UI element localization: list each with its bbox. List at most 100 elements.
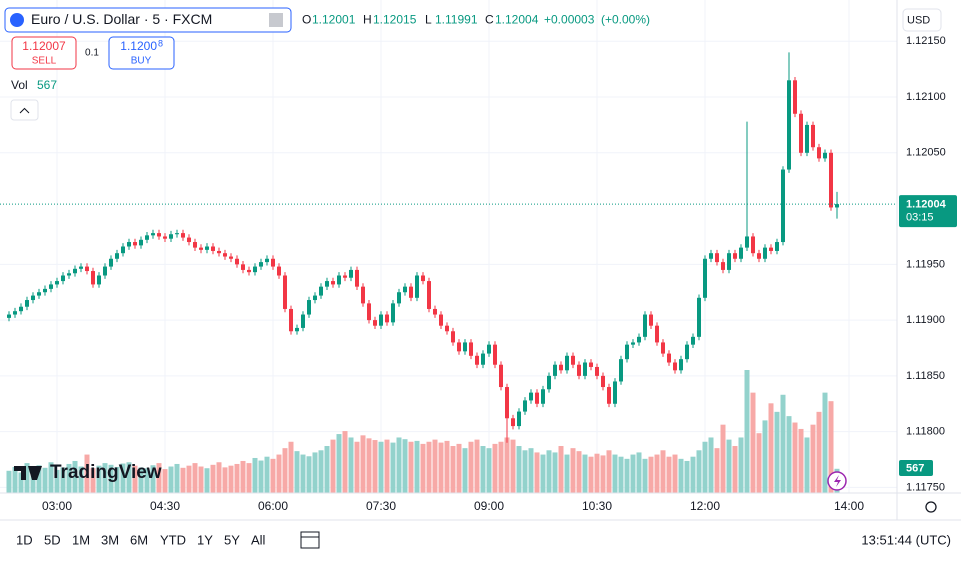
settings-icon[interactable]: [925, 501, 937, 513]
volume-bar: [324, 446, 330, 493]
ohlc-value: 1.12004: [495, 13, 539, 27]
volume-bar: [516, 446, 522, 493]
last-price-box: [899, 195, 957, 228]
logo-mark: [14, 466, 42, 480]
range-button[interactable]: 1Y: [197, 532, 213, 547]
volume-bar: [576, 451, 582, 493]
volume-bar: [198, 466, 204, 493]
volume-bar: [438, 442, 444, 493]
candle-body: [811, 124, 815, 148]
volume-bar: [216, 462, 222, 493]
volume-bar: [762, 420, 768, 493]
volume-bar: [408, 441, 414, 493]
volume-bar: [78, 466, 84, 493]
candle-body: [391, 303, 395, 323]
volume-bar: [630, 454, 636, 493]
candle-body: [643, 314, 647, 337]
volume-bar: [144, 468, 150, 493]
symbol-box[interactable]: [4, 7, 292, 33]
ohlc-letter: H: [363, 13, 372, 27]
range-button[interactable]: 1M: [72, 532, 90, 547]
volume-bar: [282, 448, 288, 493]
range-button[interactable]: 5D: [44, 532, 61, 547]
volume-bar: [114, 466, 120, 493]
candle-body: [313, 295, 317, 301]
volume-bar: [558, 446, 564, 493]
sell-button[interactable]: [11, 36, 77, 70]
buy-button[interactable]: [108, 36, 175, 70]
volume-bar: [60, 467, 66, 493]
candle-body: [181, 233, 185, 238]
candle-body: [7, 314, 11, 318]
volume-bar: [336, 434, 342, 493]
volume-bar: [66, 463, 72, 493]
currency-button[interactable]: [902, 8, 942, 32]
candle-body: [295, 327, 299, 332]
volume-bar: [90, 468, 96, 493]
range-button[interactable]: YTD: [160, 532, 186, 547]
volume-bar: [48, 462, 54, 493]
range-button[interactable]: 1D: [16, 532, 33, 547]
candle-body: [625, 344, 629, 360]
volume-bar: [588, 456, 594, 493]
candle-body: [121, 246, 125, 254]
volume-bar: [648, 456, 654, 493]
collapse-button[interactable]: [10, 99, 39, 121]
candle-body: [757, 253, 761, 259]
ohlc-letter: L: [425, 13, 432, 27]
volume-bar: [372, 440, 378, 493]
volume-bar: [432, 439, 438, 493]
volume-bar: [342, 431, 348, 493]
candle-body: [289, 308, 293, 332]
candle-body: [73, 268, 77, 274]
y-tick-label: 1.12050: [906, 147, 946, 159]
candle-body: [55, 281, 59, 285]
candle-body: [43, 288, 47, 293]
volume-bar: [102, 463, 108, 493]
candle-body: [409, 286, 413, 298]
volume-bar: [774, 411, 780, 493]
candle-body: [505, 387, 509, 419]
ohlc-letter: O: [302, 13, 311, 27]
candle-body: [199, 247, 203, 250]
candle-body: [475, 355, 479, 365]
range-button[interactable]: All: [251, 532, 266, 547]
volume-bar: [618, 456, 624, 493]
candle-body: [817, 147, 821, 159]
volume-bar: [72, 460, 78, 493]
candle-body: [349, 269, 353, 278]
candle-body: [277, 266, 281, 276]
currency: USD: [907, 14, 930, 26]
candle-body: [433, 308, 437, 315]
candle-body: [619, 359, 623, 382]
volume-bar: [126, 462, 132, 493]
y-tick-label: 1.12100: [906, 91, 946, 103]
candle-body: [775, 242, 779, 251]
volume-bar: [186, 465, 192, 493]
volume-bar: [426, 441, 432, 493]
range-button[interactable]: 6M: [130, 532, 148, 547]
x-tick-label: 06:00: [258, 499, 288, 513]
date-range-icon[interactable]: [300, 531, 320, 549]
candle-body: [133, 242, 137, 246]
candle-body: [439, 314, 443, 326]
range-button[interactable]: 5Y: [224, 532, 240, 547]
candle-body: [421, 275, 425, 282]
candle-body: [577, 364, 581, 376]
volume-bar: [402, 439, 408, 493]
volume-bar: [810, 424, 816, 493]
candle-body: [595, 366, 599, 376]
volume-bar: [108, 464, 114, 493]
volume-bar: [366, 438, 372, 493]
volume-bar: [450, 446, 456, 493]
y-tick-label: 1.11850: [906, 370, 945, 382]
candle-body: [415, 275, 419, 298]
x-tick-label: 14:00: [834, 499, 864, 513]
sell-price: 1.12007: [22, 39, 66, 53]
volume-bar: [750, 392, 756, 493]
range-button[interactable]: 3M: [101, 532, 119, 547]
candle-body: [691, 336, 695, 345]
candle-body: [499, 364, 503, 388]
vol-value: 567: [37, 78, 57, 92]
volume-bar: [486, 448, 492, 493]
